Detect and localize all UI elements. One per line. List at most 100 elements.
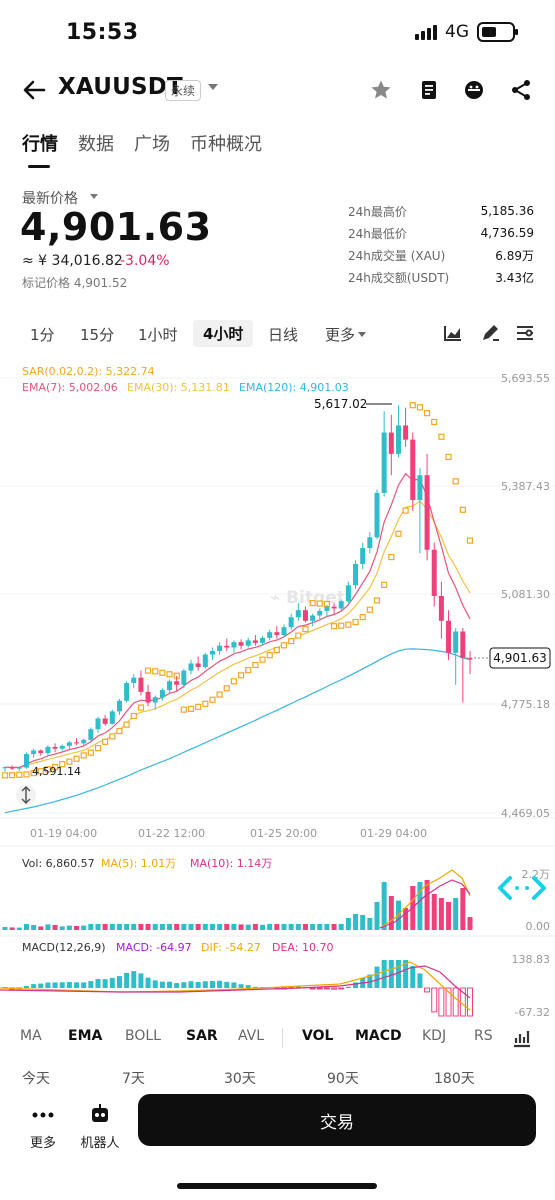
candle	[209, 651, 215, 655]
range-bar: 今天 7天 30天 90天 180天	[0, 1068, 555, 1090]
cny-price: ≈ ¥ 34,016.82	[22, 253, 123, 269]
sar-dot	[359, 614, 366, 621]
ema30-line	[4, 500, 471, 768]
indicator-settings-icon[interactable]	[512, 1028, 532, 1048]
more-dots-icon	[32, 1112, 54, 1118]
volume-bar	[453, 898, 459, 930]
robot-button[interactable]: 机器人	[75, 1102, 125, 1151]
settings-sliders-icon[interactable]	[515, 324, 535, 342]
candle	[310, 615, 316, 621]
sar-dot	[209, 696, 216, 703]
indicator-vol[interactable]: VOL	[302, 1028, 334, 1044]
ema30-label: EMA(30): 5,131.81	[127, 381, 230, 394]
macd-bar	[209, 980, 215, 988]
volume-bar	[345, 918, 351, 930]
vol-tick: 0.00	[526, 920, 551, 933]
signal-icon	[415, 24, 437, 40]
last-price: 4,901.63	[20, 205, 212, 249]
macd-bar	[374, 966, 380, 988]
indicator-ema[interactable]: EMA	[68, 1028, 103, 1044]
macd-bar	[45, 982, 51, 988]
vol-label: Vol: 6,860.57	[22, 857, 95, 870]
star-icon[interactable]	[369, 78, 393, 102]
indicator-sar[interactable]: SAR	[186, 1028, 218, 1044]
expand-chart-icon[interactable]	[498, 876, 546, 900]
chart-type-icon[interactable]	[443, 324, 463, 342]
volume-bar	[302, 924, 308, 930]
indicator-macd[interactable]: MACD	[355, 1028, 402, 1044]
sar-dot	[273, 646, 280, 654]
interval-1h[interactable]: 1小时	[138, 326, 178, 344]
tab-coin-overview[interactable]: 币种概况	[190, 134, 262, 155]
range-30d[interactable]: 30天	[224, 1071, 256, 1087]
interval-4h[interactable]: 4小时	[193, 320, 254, 347]
candle	[231, 642, 237, 648]
sar-dot	[166, 671, 173, 678]
macd-bar	[202, 981, 208, 988]
price-dropdown-icon[interactable]	[90, 194, 98, 199]
interval-more[interactable]: 更多	[325, 326, 356, 344]
candle	[2, 767, 8, 769]
volume-bar	[431, 894, 437, 930]
candle	[188, 663, 194, 671]
book-icon[interactable]	[417, 78, 441, 102]
macd-bar	[245, 985, 251, 988]
trade-button[interactable]: 交易	[138, 1094, 536, 1146]
tab-market[interactable]: 行情	[22, 130, 58, 168]
symbol-title[interactable]: XAUUSDT	[58, 74, 183, 100]
bot-face-icon[interactable]	[462, 78, 486, 102]
macd-bar	[2, 987, 8, 988]
indicator-ma[interactable]: MA	[20, 1028, 42, 1044]
range-180d[interactable]: 180天	[434, 1071, 475, 1087]
candle	[381, 432, 387, 493]
volume-bar	[116, 924, 122, 930]
sar-dot	[288, 638, 295, 645]
sar-dot	[395, 530, 402, 537]
volume-bar	[388, 896, 394, 930]
indicator-kdj[interactable]: KDJ	[422, 1028, 447, 1044]
range-7d[interactable]: 7天	[122, 1071, 145, 1087]
range-90d[interactable]: 90天	[327, 1071, 359, 1087]
last-price-label[interactable]: 最新价格	[22, 191, 78, 207]
sar-dot	[59, 761, 66, 768]
scale-toggle-icon[interactable]	[16, 785, 36, 805]
interval-15m[interactable]: 15分	[80, 326, 115, 344]
kline-chart[interactable]: ⌁ Bitget SAR(0.02,0.2): 5,322.74 EMA(7):…	[0, 358, 555, 1028]
indicator-rsi[interactable]: RS	[474, 1028, 493, 1044]
volume-bar	[238, 924, 244, 930]
interval-1m[interactable]: 1分	[30, 326, 55, 344]
indicator-avl[interactable]: AVL	[238, 1028, 265, 1044]
range-today[interactable]: 今天	[22, 1071, 50, 1087]
sar-dot	[87, 749, 94, 756]
sar-dot	[438, 433, 445, 440]
24h-stats: 24h最高价 5,185.36 24h最低价 4,736.59 24h成交量 (XA…	[348, 200, 534, 288]
back-arrow-icon[interactable]	[20, 76, 48, 104]
candle	[167, 681, 173, 691]
interval-1d[interactable]: 日线	[268, 326, 299, 344]
volume-bar	[417, 882, 423, 930]
status-indicators: 4G	[415, 22, 518, 42]
volume-bar	[66, 925, 72, 930]
y-tick: 5,081.30	[501, 588, 550, 601]
svg-text:5,617.02: 5,617.02	[314, 397, 367, 411]
volume-bar	[59, 926, 65, 930]
tab-square[interactable]: 广场	[134, 134, 170, 155]
indicator-boll[interactable]: BOLL	[125, 1028, 161, 1044]
draw-tool-icon[interactable]	[480, 323, 500, 343]
volume-bar	[138, 924, 144, 930]
current-price-tag[interactable]: 4,901.63	[489, 647, 551, 669]
macd-bar	[388, 960, 394, 988]
candle	[145, 691, 151, 703]
sar-dot	[152, 668, 159, 675]
volume-bar	[167, 924, 173, 930]
tab-data[interactable]: 数据	[78, 134, 114, 155]
candle	[202, 654, 208, 668]
symbol-dropdown-icon[interactable]	[208, 84, 218, 90]
volume-bar	[2, 927, 8, 930]
volume-bar	[9, 927, 15, 930]
candle	[467, 658, 473, 660]
sar-dot	[137, 704, 145, 711]
candle	[260, 637, 266, 643]
share-icon[interactable]	[509, 78, 533, 102]
more-button[interactable]: 更多	[18, 1102, 68, 1151]
